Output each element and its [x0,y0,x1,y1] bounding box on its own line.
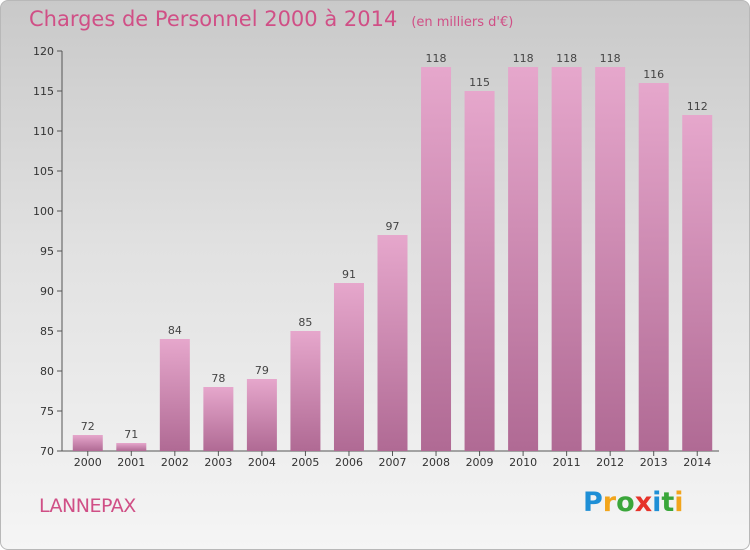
x-tick-label: 2013 [640,456,668,469]
bar-value-label: 91 [342,268,356,281]
x-tick-label: 2008 [422,456,450,469]
x-tick-label: 2002 [161,456,189,469]
bar-value-label: 79 [255,364,269,377]
y-tick-label: 90 [40,285,54,298]
x-tick-label: 2007 [379,456,407,469]
y-tick-label: 70 [40,445,54,458]
x-tick-label: 2003 [204,456,232,469]
x-tick-label: 2014 [683,456,711,469]
bar [159,339,190,451]
bar [682,115,713,451]
x-tick-label: 2012 [596,456,624,469]
bar-value-label: 118 [426,52,447,65]
chart-bars [72,67,713,451]
bar [377,235,408,451]
bar [72,435,103,451]
x-tick-label: 2005 [291,456,319,469]
logo-letter: x [634,487,653,518]
bar-value-label: 72 [81,420,95,433]
chart-labels: 72 2000 71 2001 84 2002 78 2003 79 2004 85 2005 91 20… [74,52,711,469]
bar-value-label: 118 [600,52,621,65]
x-tick-label: 2000 [74,456,102,469]
x-tick-label: 2010 [509,456,537,469]
bar-value-label: 85 [298,316,312,329]
bar-value-label: 118 [513,52,534,65]
bar-value-label: 118 [556,52,577,65]
bar [421,67,452,451]
bar-value-label: 115 [469,76,490,89]
commune-name: LANNEPAX [39,495,136,517]
bar-value-label: 97 [386,220,400,233]
y-tick-label: 110 [33,125,54,138]
bar-value-label: 71 [124,428,138,441]
proxiti-logo[interactable]: Proxiti [583,487,684,518]
logo-letter: t [661,487,675,518]
x-tick-label: 2011 [553,456,581,469]
x-tick-label: 2004 [248,456,276,469]
bar [246,379,277,451]
bar [116,443,147,451]
x-tick-label: 2009 [466,456,494,469]
logo-letter: r [602,487,617,518]
bar [333,283,364,451]
logo-letter: i [674,487,684,518]
logo-letter: o [616,487,635,518]
y-tick-label: 105 [33,165,54,178]
y-tick-label: 115 [33,85,54,98]
bar [203,387,234,451]
bar [290,331,321,451]
y-tick-label: 120 [33,45,54,58]
unit-note: (en milliers d'€) [411,15,514,30]
bar [551,67,582,451]
chart-axes: 70 75 80 85 90 95 100 105 110 115 120 [33,45,719,458]
logo-letter: i [652,487,662,518]
bar-value-label: 116 [643,68,664,81]
y-tick-label: 75 [40,405,54,418]
logo-letter: P [583,487,603,518]
y-tick-label: 85 [40,325,54,338]
bar-value-label: 84 [168,324,182,337]
bar [638,83,669,451]
x-tick-label: 2001 [117,456,145,469]
x-tick-label: 2006 [335,456,363,469]
bar-value-label: 112 [687,100,708,113]
bar [464,91,495,451]
bar [508,67,539,451]
chart-title: Charges de Personnel 2000 à 2014 (en mill… [29,7,513,31]
chart-title-text: Charges de Personnel 2000 à 2014 [29,7,398,31]
y-tick-label: 95 [40,245,54,258]
bar-value-label: 78 [211,372,225,385]
bar [595,67,626,451]
y-tick-label: 80 [40,365,54,378]
y-tick-label: 100 [33,205,54,218]
